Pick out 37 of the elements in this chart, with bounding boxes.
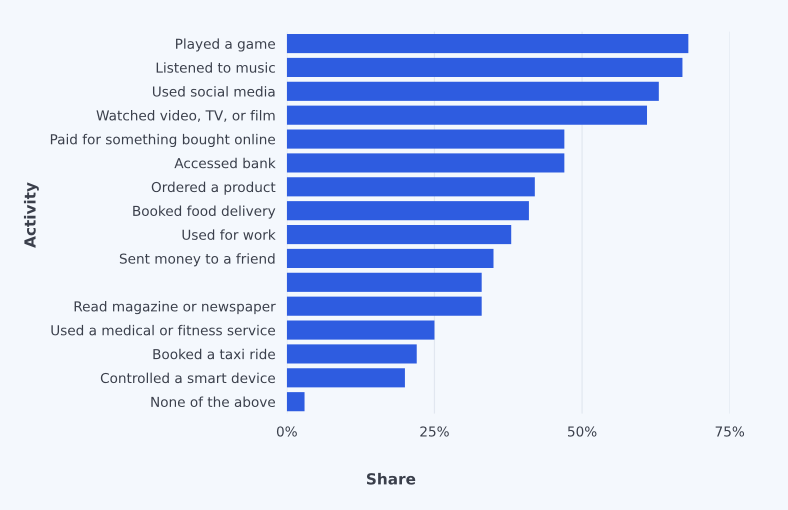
y-tick-label: Ordered a product xyxy=(152,182,276,195)
y-tick-label: Accessed bank xyxy=(174,158,276,168)
bar xyxy=(286,225,512,244)
y-tick-label: Watched video, TV, or film xyxy=(96,110,275,122)
bar xyxy=(286,296,482,316)
bar xyxy=(286,344,417,364)
bar xyxy=(286,153,564,172)
bar xyxy=(286,392,305,412)
bar xyxy=(286,34,688,54)
bar xyxy=(286,201,529,220)
bar xyxy=(286,177,535,196)
bar xyxy=(286,368,405,388)
bar xyxy=(286,320,434,340)
bar xyxy=(286,248,494,268)
bar xyxy=(286,106,648,125)
bar xyxy=(286,272,482,292)
y-tick-label: Paid for something bought online xyxy=(50,134,275,148)
y-tick-label: Sent money to a friend xyxy=(120,253,274,266)
y-tick-label: None of the above xyxy=(151,396,275,408)
y-tick-label: Played a game xyxy=(176,38,275,52)
x-tick-label: 25% xyxy=(420,426,449,437)
bar xyxy=(286,82,659,101)
y-tick-label: Used social media xyxy=(152,86,274,97)
y-tick-label: Listened to music xyxy=(156,62,275,73)
y-tick-label: Used for work xyxy=(182,229,276,240)
y-tick-label: Booked a taxi ride xyxy=(153,348,275,360)
y-tick-label: Booked food delivery xyxy=(133,206,276,219)
x-tick-label: 0% xyxy=(276,426,297,437)
y-axis-title: Activity xyxy=(24,182,39,248)
x-tick-label: 50% xyxy=(568,426,596,437)
y-tick-label: Used a medical or fitness service xyxy=(51,324,275,336)
bar xyxy=(286,130,564,149)
x-axis-title: Share xyxy=(366,472,416,485)
x-tick-label: 75% xyxy=(716,426,744,437)
y-tick-label: Controlled a smart device xyxy=(100,372,275,384)
bar xyxy=(286,58,682,77)
y-tick-label: Read magazine or newspaper xyxy=(74,301,276,314)
